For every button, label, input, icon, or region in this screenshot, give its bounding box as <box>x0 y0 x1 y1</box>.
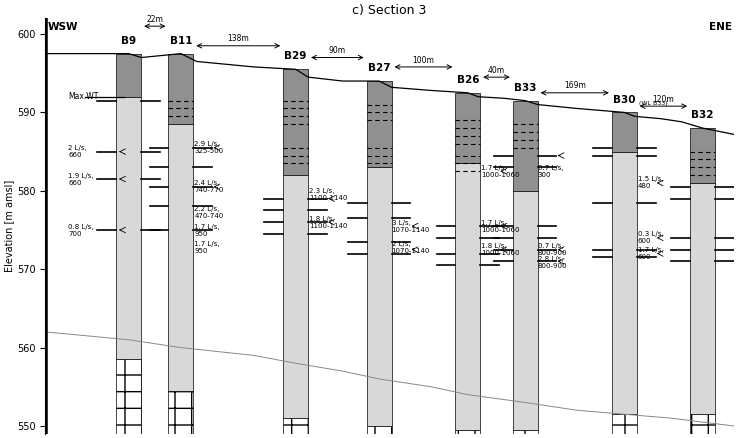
Text: B29: B29 <box>284 51 307 61</box>
Bar <box>168 391 193 434</box>
Bar <box>283 418 308 434</box>
Text: ENE: ENE <box>708 22 732 32</box>
Bar <box>612 113 637 152</box>
Text: 1.7 L/s,
600: 1.7 L/s, 600 <box>638 247 663 260</box>
Text: (WL B33): (WL B33) <box>639 101 668 106</box>
Bar <box>283 175 308 418</box>
Text: 120m: 120m <box>652 95 675 104</box>
Text: 138m: 138m <box>227 35 249 43</box>
Bar <box>612 414 637 434</box>
Bar <box>455 93 480 163</box>
Text: 40m: 40m <box>488 66 505 75</box>
Text: 1.7 L/s,
950: 1.7 L/s, 950 <box>195 223 220 237</box>
Text: B30: B30 <box>613 95 635 105</box>
Bar <box>116 359 141 434</box>
Text: B33: B33 <box>514 83 537 93</box>
Text: B26: B26 <box>457 75 479 85</box>
Bar <box>690 183 715 414</box>
Text: 2.3 L/s,
1100-1140: 2.3 L/s, 1100-1140 <box>309 188 348 201</box>
Bar <box>168 53 193 124</box>
Text: 2 L/s,
660: 2 L/s, 660 <box>68 145 87 158</box>
Bar <box>455 430 480 434</box>
Bar <box>612 152 637 414</box>
Bar <box>513 430 538 434</box>
Text: B11: B11 <box>170 36 192 46</box>
Text: 0.3 L/s,
600: 0.3 L/s, 600 <box>638 231 663 244</box>
Bar <box>116 53 141 97</box>
Text: Max.WT: Max.WT <box>68 92 99 101</box>
Text: 2.9 L/s,
325-500: 2.9 L/s, 325-500 <box>195 141 224 154</box>
Text: 0.7 L/s,
300: 0.7 L/s, 300 <box>538 165 563 178</box>
Bar <box>690 414 715 434</box>
Bar <box>283 69 308 175</box>
Text: 169m: 169m <box>564 81 586 91</box>
Bar <box>168 124 193 391</box>
Y-axis label: Elevation [m amsl]: Elevation [m amsl] <box>4 180 14 272</box>
Text: WSW: WSW <box>47 22 78 32</box>
Text: 1.7 L/s,
1000-1060: 1.7 L/s, 1000-1060 <box>481 219 520 233</box>
Bar <box>513 101 538 191</box>
Text: 0.7 L/s,
800-900: 0.7 L/s, 800-900 <box>538 243 568 256</box>
Text: 100m: 100m <box>413 56 435 64</box>
Bar <box>367 426 392 434</box>
Text: 22m: 22m <box>146 15 163 24</box>
Text: 2 L/s,
1070-1140: 2 L/s, 1070-1140 <box>392 241 430 254</box>
Text: B27: B27 <box>368 63 390 73</box>
Bar <box>367 167 392 426</box>
Bar <box>513 191 538 430</box>
Text: 2.2 L/s,
470-740: 2.2 L/s, 470-740 <box>195 206 224 219</box>
Text: 0.8 L/s,
700: 0.8 L/s, 700 <box>68 223 94 237</box>
Text: B32: B32 <box>692 110 714 120</box>
Bar <box>455 163 480 430</box>
Text: 3 L/s,
1070-1140: 3 L/s, 1070-1140 <box>392 219 430 233</box>
Title: c) Section 3: c) Section 3 <box>352 4 427 17</box>
Bar <box>367 81 392 167</box>
Text: 1.5 L/s,
480: 1.5 L/s, 480 <box>638 177 663 190</box>
Text: 1.7 L/s,
950: 1.7 L/s, 950 <box>195 241 220 254</box>
Text: 2.8 L/s,
800-900: 2.8 L/s, 800-900 <box>538 256 568 269</box>
Text: 1.8 L/s,
1000-1060: 1.8 L/s, 1000-1060 <box>481 243 520 256</box>
Text: 1.9 L/s,
660: 1.9 L/s, 660 <box>68 173 94 186</box>
Text: 1.7 L/s,
1000-1060: 1.7 L/s, 1000-1060 <box>481 165 520 178</box>
Text: B9: B9 <box>121 36 137 46</box>
Bar <box>690 128 715 183</box>
Text: 2.4 L/s,
740-770: 2.4 L/s, 740-770 <box>195 180 224 194</box>
Text: 1.8 L/s,
1100-1140: 1.8 L/s, 1100-1140 <box>309 215 348 229</box>
Bar <box>116 97 141 359</box>
Text: 90m: 90m <box>329 46 346 55</box>
